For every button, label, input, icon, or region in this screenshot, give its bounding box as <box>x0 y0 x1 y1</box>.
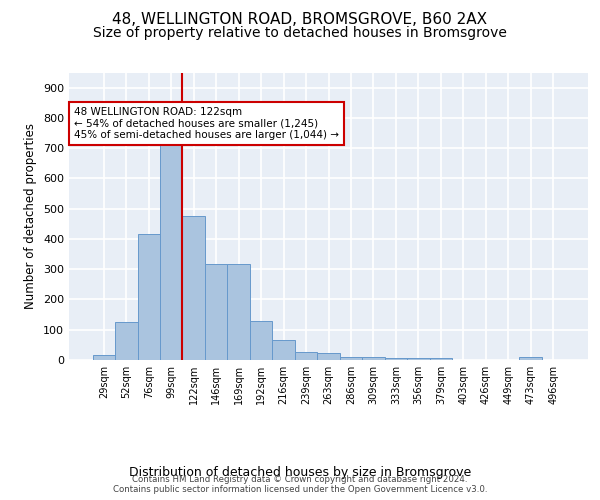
Bar <box>92 354 115 360</box>
Y-axis label: Number of detached properties: Number of detached properties <box>25 123 37 309</box>
Text: 48, WELLINGTON ROAD, BROMSGROVE, B60 2AX: 48, WELLINGTON ROAD, BROMSGROVE, B60 2AX <box>112 12 488 28</box>
Bar <box>520 357 542 360</box>
Text: Size of property relative to detached houses in Bromsgrove: Size of property relative to detached ho… <box>93 26 507 40</box>
Bar <box>340 357 362 360</box>
Bar <box>160 139 182 360</box>
Bar <box>137 234 160 360</box>
Text: 48 WELLINGTON ROAD: 122sqm
← 54% of detached houses are smaller (1,245)
45% of s: 48 WELLINGTON ROAD: 122sqm ← 54% of deta… <box>74 107 339 140</box>
Bar <box>407 358 430 360</box>
Bar <box>317 354 340 360</box>
Bar <box>250 320 272 360</box>
Bar <box>430 358 452 360</box>
Bar <box>205 264 227 360</box>
Bar <box>295 352 317 360</box>
Bar <box>227 264 250 360</box>
Bar <box>272 340 295 360</box>
Text: Contains HM Land Registry data © Crown copyright and database right 2024.
Contai: Contains HM Land Registry data © Crown c… <box>113 474 487 494</box>
Bar <box>182 216 205 360</box>
Text: Distribution of detached houses by size in Bromsgrove: Distribution of detached houses by size … <box>129 466 471 479</box>
Bar <box>115 322 137 360</box>
Bar <box>385 358 407 360</box>
Bar <box>362 357 385 360</box>
